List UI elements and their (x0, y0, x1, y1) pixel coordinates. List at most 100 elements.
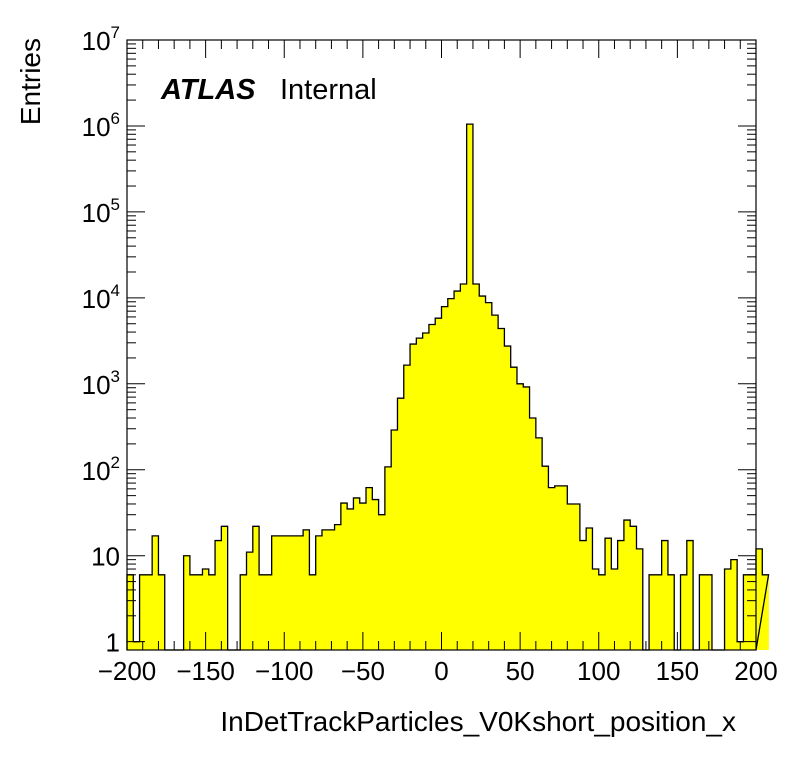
histogram-bar (485, 302, 493, 650)
histogram-bar (340, 503, 348, 650)
histogram-bar (535, 437, 543, 650)
histogram-bar (334, 524, 342, 650)
histogram-bar (246, 552, 254, 650)
histogram-bar (328, 529, 335, 650)
y-tick-exponent: 6 (111, 109, 120, 128)
y-tick-base: 10 (82, 112, 111, 142)
histogram-bar (221, 526, 228, 650)
histogram-bar (152, 535, 159, 650)
histogram-bar (384, 466, 392, 650)
histogram-bar (259, 574, 266, 650)
histogram-bar (730, 559, 738, 650)
y-tick-exponent: 5 (111, 195, 120, 214)
histogram-bar (290, 535, 298, 650)
histogram-bar (743, 574, 751, 650)
histogram-bar (598, 574, 606, 650)
y-tick-exponent: 2 (111, 453, 120, 472)
x-tick-label: 100 (577, 656, 620, 686)
histogram-bar (504, 346, 511, 650)
histogram-bar (510, 367, 518, 650)
y-tick-label: 103 (82, 367, 120, 400)
histogram-bar (617, 540, 625, 650)
y-tick-label: 104 (82, 281, 120, 314)
y-tick-base: 10 (82, 198, 111, 228)
histogram-bar (498, 328, 505, 650)
histogram-bar (592, 569, 600, 650)
histogram-bar (749, 574, 757, 650)
histogram-bar (378, 514, 386, 650)
atlas-label: ATLAS Internal (160, 74, 377, 106)
histogram-bar (265, 574, 272, 650)
x-tick-label: 0 (434, 656, 448, 686)
histogram-bar (435, 318, 442, 650)
histogram-bar (127, 574, 134, 650)
histogram-bar (567, 503, 574, 650)
histogram-bar (303, 529, 310, 650)
histogram-bar (252, 526, 260, 650)
x-tick-label: 50 (506, 656, 535, 686)
histogram-bar (516, 383, 524, 650)
y-axis-title: Entries (15, 38, 46, 125)
histogram-bar (315, 535, 323, 650)
histogram-bar (611, 569, 618, 650)
histogram-bar (636, 548, 644, 650)
x-tick-label: −150 (176, 656, 235, 686)
y-tick-base: 10 (82, 26, 111, 56)
histogram-bar (196, 574, 203, 650)
histogram-bar (479, 296, 486, 650)
histogram-bar (391, 430, 398, 650)
histogram-bar (296, 535, 304, 650)
histogram-bar (347, 508, 354, 650)
histogram-outline (126, 123, 770, 651)
y-tick-label: 106 (82, 109, 120, 142)
histogram-bar (573, 503, 581, 650)
histogram-bar (189, 574, 197, 650)
histogram-bar (321, 529, 329, 650)
histogram-bar (410, 344, 417, 650)
histogram-bar (277, 535, 285, 650)
histogram-bar (428, 324, 436, 650)
histogram-bar (145, 574, 153, 650)
y-tick-exponent: 4 (111, 281, 120, 300)
histogram-bar (548, 487, 556, 650)
histogram-bar (422, 333, 430, 650)
histogram-bar (699, 574, 706, 650)
histogram-bar (133, 641, 140, 650)
histogram-bar (705, 574, 713, 650)
histogram-bar (240, 574, 247, 650)
histogram-bar (447, 298, 455, 650)
histogram-bar (655, 574, 662, 650)
histogram-bar (667, 574, 675, 650)
histogram-bar (208, 574, 216, 650)
histogram-bar (416, 338, 423, 650)
histogram-bar (372, 499, 379, 650)
histogram-bar (523, 386, 530, 650)
histogram-bar (561, 485, 568, 650)
histogram-bars (126, 123, 770, 651)
histogram-bar (271, 535, 279, 650)
histogram-bar (661, 540, 669, 650)
x-tick-labels: −200 −150 −100 −50 0 50 100 150 200 (98, 656, 778, 686)
histogram-bar (579, 540, 587, 650)
x-tick-label: 150 (656, 656, 699, 686)
histogram-bar (403, 365, 411, 650)
histogram-bar (366, 487, 373, 650)
histogram-bar (466, 124, 474, 650)
histogram-bar (491, 315, 499, 650)
status-label: Internal (280, 74, 377, 106)
histogram-bar (460, 283, 467, 650)
x-axis-title: InDetTrackParticles_V0Kshort_position_x (220, 706, 736, 737)
y-tick-exponent: 3 (111, 367, 120, 386)
x-tick-label: −100 (255, 656, 314, 686)
histogram-bar (680, 574, 688, 650)
histogram-bar (139, 574, 147, 650)
histogram-bar (215, 540, 222, 650)
histogram-bar (542, 466, 549, 650)
histogram-bar (441, 306, 449, 650)
histogram-bar (686, 540, 694, 650)
y-tick-label: 1 (106, 628, 120, 658)
histogram-bar (762, 574, 769, 650)
histogram-bar (630, 526, 637, 650)
